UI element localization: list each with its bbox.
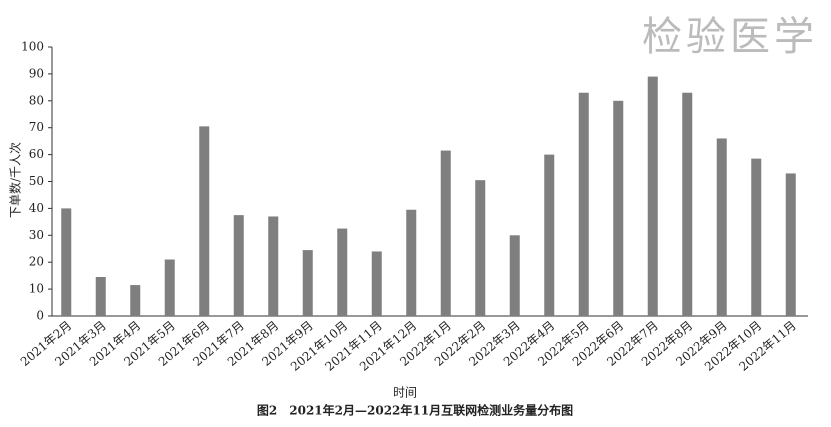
bar	[164, 259, 175, 316]
y-tick-label: 80	[29, 93, 44, 107]
bar	[440, 150, 451, 316]
bar	[613, 100, 624, 316]
y-tick-label: 10	[29, 282, 44, 296]
bar	[544, 154, 555, 316]
x-axis-title: 时间	[393, 386, 417, 400]
y-tick-label: 0	[36, 309, 44, 323]
y-axis-title: 下单数/千人次	[8, 142, 23, 218]
bar	[475, 180, 486, 316]
bar	[233, 215, 244, 316]
bar	[371, 251, 382, 316]
y-tick-label: 60	[29, 147, 44, 161]
bar	[302, 250, 313, 316]
y-tick-label: 50	[29, 174, 44, 188]
bar	[268, 216, 279, 316]
bar	[578, 92, 589, 316]
bar	[751, 158, 762, 316]
y-tick-label: 40	[29, 201, 44, 215]
bar	[406, 209, 417, 316]
bar	[509, 235, 520, 316]
y-tick-label: 90	[29, 66, 44, 80]
bar	[647, 76, 658, 316]
watermark: 检验医学	[642, 14, 818, 60]
bar	[130, 285, 141, 316]
caption: 图2 2021年2月—2022年11月互联网检测业务量分布图	[257, 403, 573, 418]
bar	[95, 276, 106, 316]
bar	[61, 208, 72, 316]
bar	[337, 228, 348, 316]
bar	[716, 138, 727, 316]
bar	[199, 126, 210, 316]
y-tick-label: 20	[29, 255, 44, 269]
y-tick-label: 100	[21, 40, 44, 54]
y-tick-label: 70	[29, 120, 44, 134]
y-tick-label: 30	[29, 228, 44, 242]
bar	[785, 173, 796, 316]
bar	[682, 92, 693, 316]
